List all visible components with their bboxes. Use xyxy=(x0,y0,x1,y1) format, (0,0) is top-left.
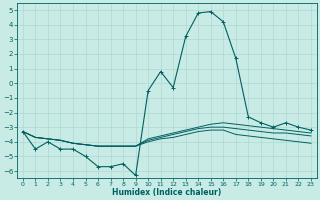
X-axis label: Humidex (Indice chaleur): Humidex (Indice chaleur) xyxy=(112,188,221,197)
